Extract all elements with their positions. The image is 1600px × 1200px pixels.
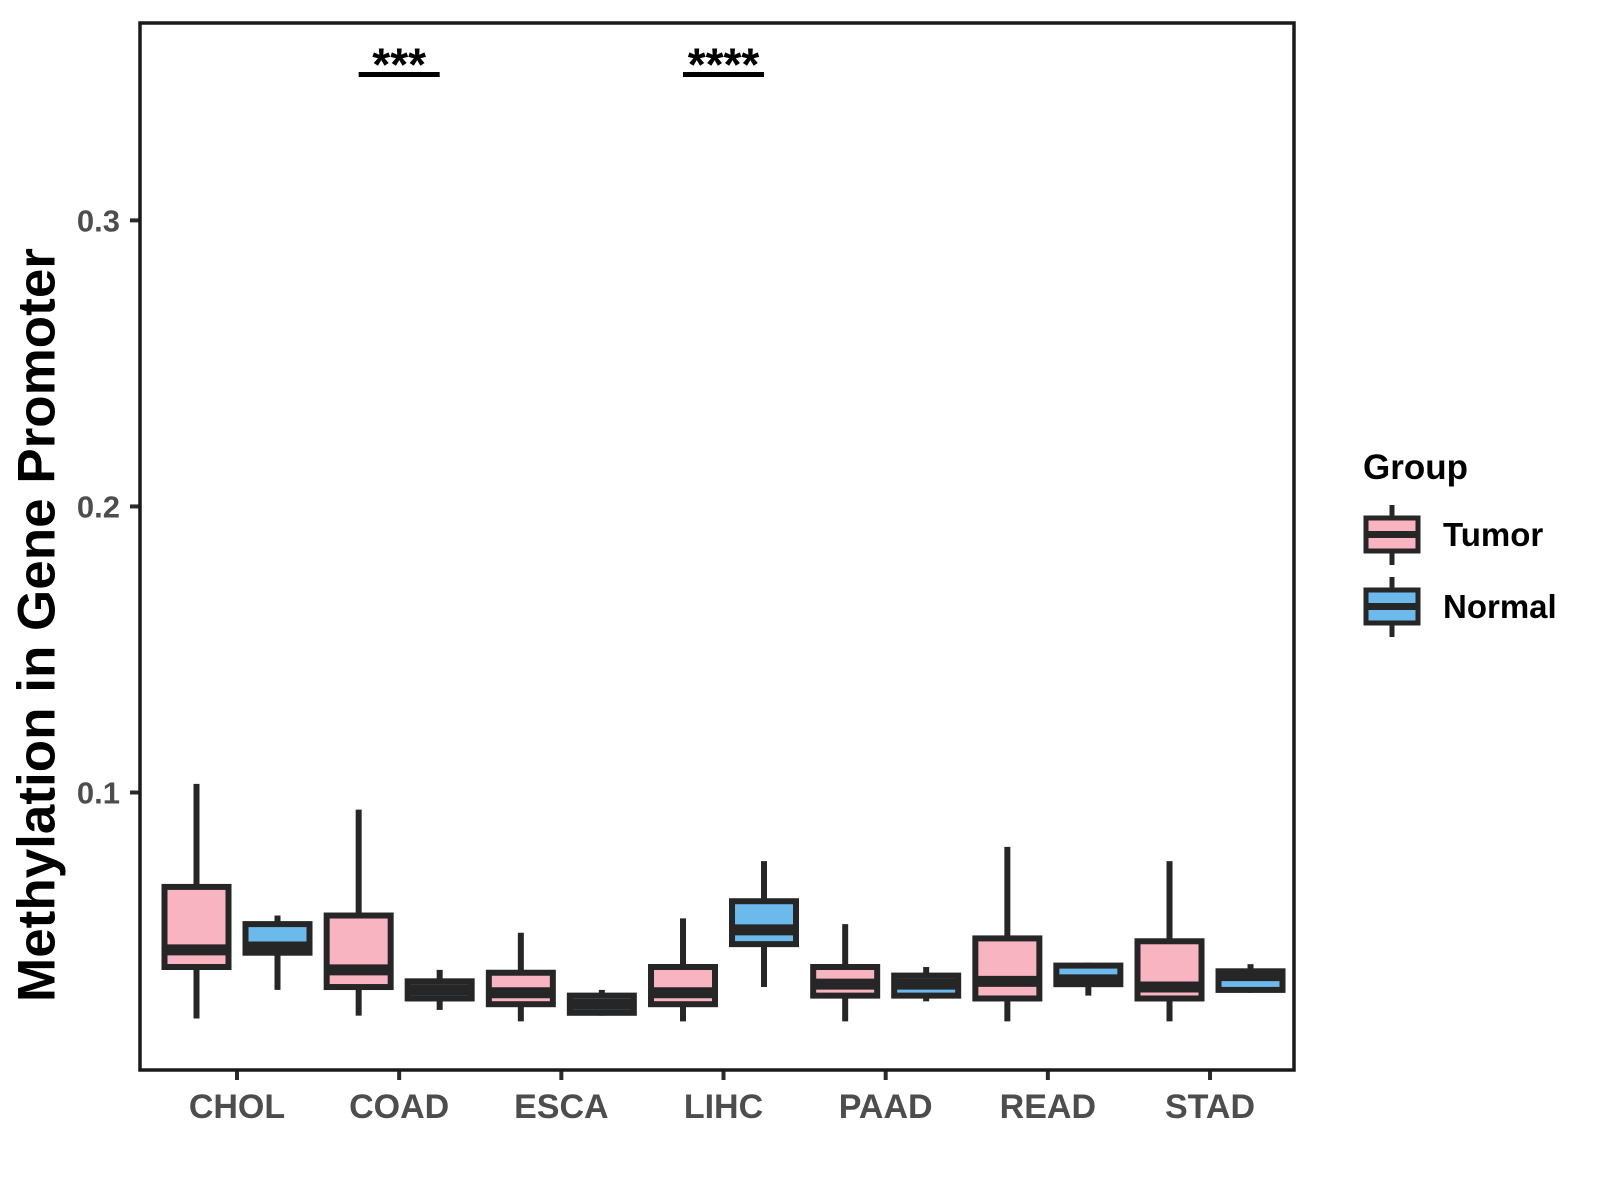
box-COAD-Tumor [323,912,394,991]
y-axis-title: Methylation in Gene Promoter [7,248,67,1002]
x-tick-label-PAAD: PAAD [839,1088,933,1126]
legend-label-tumor: Tumor [1443,516,1544,553]
legend: Group Tumor Normal [1363,448,1557,648]
legend-item-tumor: Tumor [1363,504,1557,566]
x-tick-label-COAD: COAD [349,1088,449,1126]
legend-title: Group [1363,448,1468,487]
x-tick-label-LIHC: LIHC [684,1088,763,1126]
y-tick-label-0.1: 0.1 [77,776,120,811]
box-READ-Tumor [972,935,1043,1002]
x-tick-label-READ: READ [1000,1088,1096,1126]
x-tick-label-STAD: STAD [1165,1088,1255,1126]
normal-boxplot-swatch-icon [1363,577,1421,637]
box-LIHC-Tumor [648,964,719,1008]
significance-label-LIHC: **** [688,38,760,90]
legend-item-normal: Normal [1363,576,1557,638]
significance-label-COAD: *** [372,38,426,90]
tumor-boxplot-swatch-icon [1363,505,1421,565]
box-LIHC-Normal [729,898,800,948]
y-tick-label-0.2: 0.2 [77,489,120,524]
legend-label-normal: Normal [1443,588,1557,625]
plot-panel-border [138,21,1296,1072]
y-tick-label-0.3: 0.3 [77,203,120,238]
x-tick-label-ESCA: ESCA [514,1088,608,1126]
x-tick-label-CHOL: CHOL [189,1088,285,1126]
